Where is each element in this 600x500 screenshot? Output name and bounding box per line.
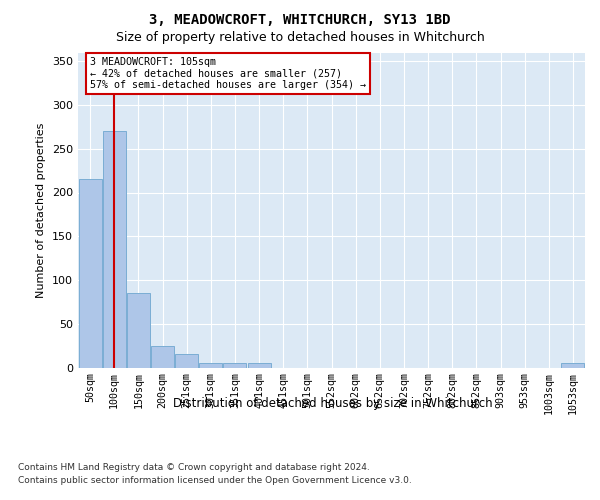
Bar bbox=[199, 363, 222, 368]
Text: Contains HM Land Registry data © Crown copyright and database right 2024.: Contains HM Land Registry data © Crown c… bbox=[18, 462, 370, 471]
Y-axis label: Number of detached properties: Number of detached properties bbox=[37, 122, 46, 298]
Text: Distribution of detached houses by size in Whitchurch: Distribution of detached houses by size … bbox=[173, 398, 493, 410]
Bar bbox=[103, 131, 125, 368]
Bar bbox=[223, 363, 247, 368]
Bar bbox=[79, 180, 101, 368]
Bar bbox=[175, 354, 198, 368]
Bar bbox=[127, 293, 150, 368]
Text: 3 MEADOWCROFT: 105sqm
← 42% of detached houses are smaller (257)
57% of semi-det: 3 MEADOWCROFT: 105sqm ← 42% of detached … bbox=[90, 57, 366, 90]
Bar bbox=[248, 363, 271, 368]
Bar bbox=[562, 363, 584, 368]
Text: Size of property relative to detached houses in Whitchurch: Size of property relative to detached ho… bbox=[116, 31, 484, 44]
Text: 3, MEADOWCROFT, WHITCHURCH, SY13 1BD: 3, MEADOWCROFT, WHITCHURCH, SY13 1BD bbox=[149, 12, 451, 26]
Text: Contains public sector information licensed under the Open Government Licence v3: Contains public sector information licen… bbox=[18, 476, 412, 485]
Bar bbox=[151, 346, 174, 368]
